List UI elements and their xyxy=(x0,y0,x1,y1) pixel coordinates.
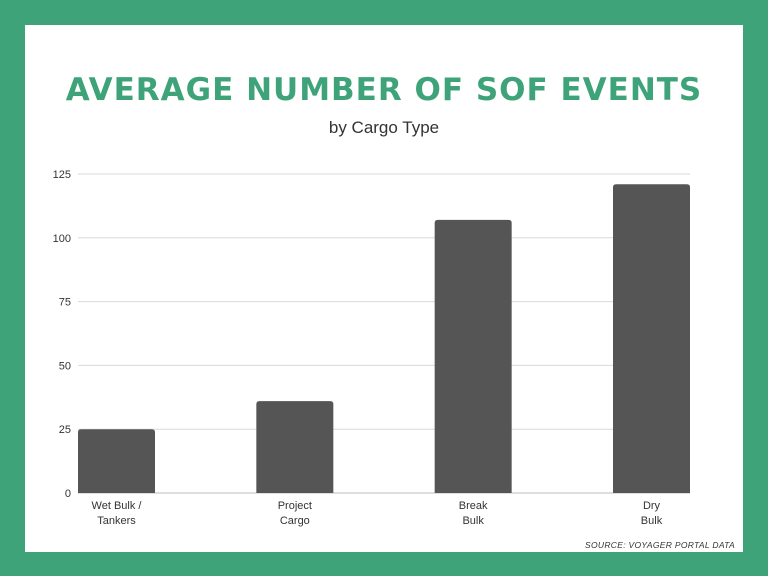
bar xyxy=(613,184,690,493)
source-note: SOURCE: VOYAGER PORTAL DATA xyxy=(585,540,735,550)
chart-subtitle: by Cargo Type xyxy=(328,118,440,137)
y-tick-label: 100 xyxy=(53,233,71,245)
x-tick-label: Dry Bulk xyxy=(641,500,663,527)
bar xyxy=(434,219,512,493)
y-tick-label: 125 xyxy=(53,169,71,181)
bar xyxy=(256,401,334,493)
x-tick-label: Project Cargo xyxy=(278,500,312,527)
x-tick-label: Wet Bulk / Tankers xyxy=(92,500,143,527)
bar xyxy=(78,429,155,493)
y-tick-label: 0 xyxy=(65,488,71,500)
y-tick-label: 50 xyxy=(59,360,71,372)
x-tick-label: Break Bulk xyxy=(459,500,488,527)
y-tick-label: 75 xyxy=(59,297,71,309)
y-tick-label: 25 xyxy=(59,424,71,436)
chart-title: AVERAGE NUMBER OF SOF EVENTS xyxy=(65,72,703,108)
